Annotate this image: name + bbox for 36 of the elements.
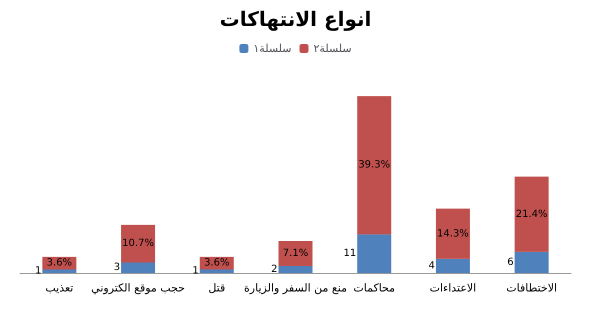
x-tick-label: تعذيب	[45, 282, 74, 294]
legend-label: سلسلة٢	[314, 42, 352, 55]
bar	[121, 262, 156, 273]
data-label: 3.6%	[46, 258, 72, 269]
x-tick-label: الاختطافات	[506, 282, 558, 294]
bar	[436, 258, 470, 273]
bar	[200, 269, 234, 273]
legend-label: سلسلة١	[253, 42, 292, 55]
bar	[514, 252, 549, 273]
data-label: 3	[114, 262, 120, 274]
bar	[436, 208, 470, 259]
bar	[357, 234, 392, 273]
data-label: 7.1%	[282, 248, 308, 259]
x-tick-label: حجب موقع الكتروني	[91, 282, 185, 294]
bar	[121, 224, 156, 262]
bar	[357, 96, 392, 234]
data-label: 1	[192, 266, 199, 277]
x-tick-label: منع من السفر والزيارة	[244, 282, 348, 294]
x-tick-label: محاكمات	[353, 282, 396, 294]
data-label: 21.4%	[516, 208, 548, 220]
x-tick-label: الاعتداءات	[430, 282, 476, 294]
bar	[514, 176, 549, 252]
bar	[278, 241, 312, 266]
data-label: 2	[271, 264, 278, 275]
bar	[278, 266, 312, 273]
x-tick-label: قتل	[208, 282, 226, 294]
data-label: 4	[428, 260, 435, 272]
data-label: 39.3%	[358, 160, 390, 171]
data-label: 6	[507, 256, 514, 268]
bar	[42, 269, 76, 273]
data-label: 3.6%	[204, 258, 230, 269]
data-label: 14.3%	[437, 228, 469, 240]
chart-title: انواع الانتهاكات	[220, 7, 372, 31]
data-label: 10.7%	[122, 238, 154, 250]
data-label: 1	[34, 266, 42, 277]
data-label: 11	[343, 248, 356, 260]
